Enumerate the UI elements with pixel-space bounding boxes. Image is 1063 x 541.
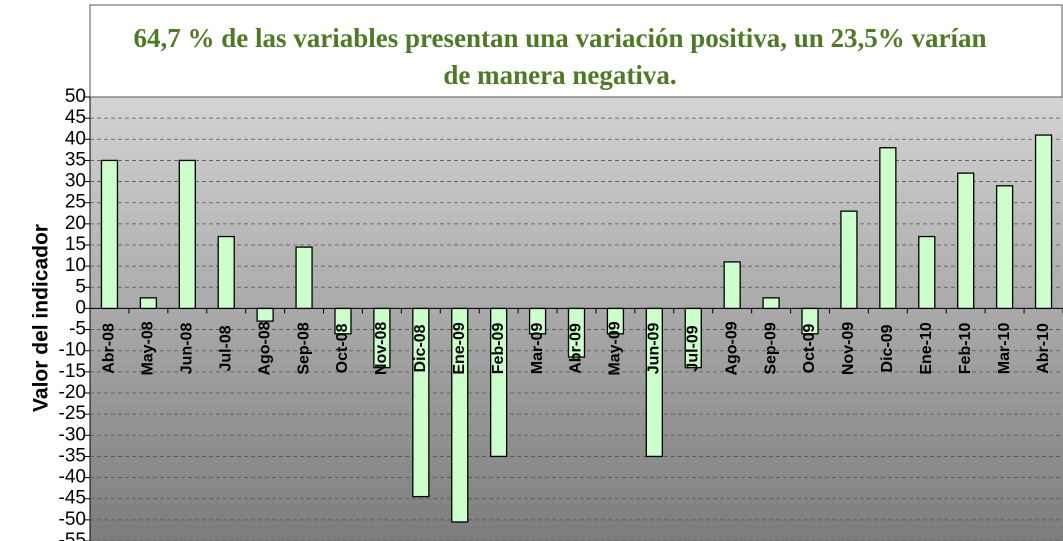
y-tick-label: -10 [59, 340, 86, 361]
bar [334, 307, 352, 335]
x-tick-label: Nov-09 [840, 322, 857, 375]
x-tick-label: Nov-08 [373, 322, 390, 375]
y-tick-label: -35 [59, 445, 86, 466]
x-tick-label: Feb-10 [957, 323, 974, 375]
x-tick-label: Abr-09 [568, 323, 585, 374]
y-tick-label: -30 [59, 424, 86, 445]
y-tick-label: 50 [65, 86, 86, 107]
y-tick-label: 10 [65, 255, 86, 276]
y-tick-label: -5 [69, 319, 86, 340]
y-tick-label: 15 [65, 234, 86, 255]
bar [995, 185, 1014, 310]
x-tick-label: May-09 [607, 321, 624, 375]
x-tick-label: Dic-09 [879, 324, 896, 372]
bar [490, 307, 508, 458]
x-tick-label: Ago-08 [256, 321, 273, 375]
x-tick-label: Jul-08 [217, 325, 234, 371]
x-tick-label: Oct-08 [334, 323, 351, 373]
y-tick-label: -20 [59, 382, 86, 403]
bar [684, 307, 702, 369]
y-tick-label: -40 [59, 467, 86, 488]
y-tick-label: 30 [65, 171, 86, 192]
y-tick-label: -45 [59, 488, 86, 509]
subtitle-box [89, 4, 1063, 98]
subtitle-line: 64,7 % de las variables presentan una va… [133, 23, 986, 53]
bar [567, 307, 586, 358]
bar [139, 297, 158, 310]
x-tick-label: Dic-08 [412, 324, 429, 372]
x-tick-label: Mar-10 [996, 323, 1013, 375]
y-tick-label: -25 [59, 403, 86, 424]
x-tick-label: Jul-09 [684, 325, 701, 371]
bar [100, 159, 119, 310]
bar [762, 297, 780, 310]
y-tick-label: 20 [65, 213, 86, 234]
x-tick-label: Jun-09 [646, 323, 663, 375]
x-tick-label: Ene-10 [918, 322, 935, 375]
x-tick-label: Jun-08 [179, 323, 196, 375]
bar [412, 307, 430, 498]
y-tick-label: 5 [75, 276, 86, 297]
x-tick-label: Abr-08 [101, 323, 118, 374]
y-tick-label: -50 [59, 509, 86, 530]
x-tick-label: Sep-09 [762, 322, 779, 375]
y-tick-label: 0 [75, 297, 86, 318]
y-axis-label: Valor del indicador [30, 224, 53, 412]
bar [879, 147, 897, 310]
bar [1034, 134, 1053, 310]
y-tick-label: -15 [59, 361, 86, 382]
y-tick-label: 45 [65, 107, 86, 128]
x-tick-label: Sep-08 [295, 322, 312, 375]
bar [528, 307, 547, 335]
x-tick-label: Feb-09 [490, 323, 507, 375]
bar [645, 307, 663, 458]
x-tick-label: Abr-10 [1035, 323, 1052, 374]
bar [918, 235, 936, 310]
x-tick-label: Ene-09 [451, 322, 468, 375]
bar [840, 210, 858, 310]
bar [723, 261, 741, 310]
bar [606, 307, 625, 335]
bar [295, 246, 313, 310]
bar [178, 159, 196, 310]
subtitle-line: de manera negativa. [443, 60, 676, 90]
y-tick-label: 40 [65, 128, 86, 149]
x-tick-label: Mar-09 [529, 323, 546, 375]
bar [373, 307, 391, 369]
bar [256, 307, 274, 322]
y-tick-label: -55 [59, 530, 86, 541]
y-tick-label: 35 [65, 149, 86, 170]
y-tick-label: 25 [65, 192, 86, 213]
x-tick-label: Oct-09 [801, 323, 818, 373]
x-tick-label: May-08 [140, 321, 157, 375]
bar [957, 172, 975, 310]
bar [451, 307, 469, 523]
bar [801, 307, 819, 335]
bar [217, 235, 235, 310]
x-tick-label: Ago-09 [723, 321, 740, 375]
